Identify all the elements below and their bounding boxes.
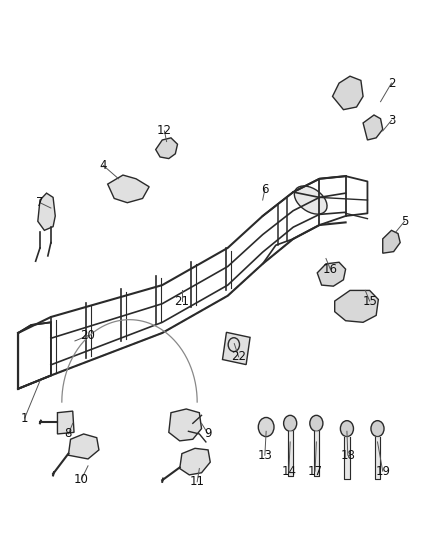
Polygon shape: [108, 175, 149, 203]
Text: 16: 16: [323, 263, 338, 276]
Text: 21: 21: [174, 295, 189, 308]
Text: 12: 12: [157, 124, 172, 138]
Text: 13: 13: [258, 449, 272, 462]
Circle shape: [284, 415, 297, 431]
Polygon shape: [180, 448, 210, 475]
Polygon shape: [363, 115, 383, 140]
Text: 19: 19: [375, 465, 390, 478]
Polygon shape: [169, 409, 201, 441]
Text: 22: 22: [231, 350, 246, 364]
Polygon shape: [383, 230, 400, 253]
Circle shape: [310, 415, 323, 431]
Circle shape: [340, 421, 353, 437]
Text: 10: 10: [74, 473, 89, 486]
Text: 2: 2: [388, 77, 395, 90]
Text: 6: 6: [261, 183, 268, 196]
Text: 8: 8: [65, 427, 72, 440]
Text: 14: 14: [281, 465, 297, 478]
Text: 15: 15: [362, 295, 377, 308]
Text: 17: 17: [307, 465, 322, 478]
Text: 1: 1: [21, 411, 28, 424]
Polygon shape: [68, 434, 99, 459]
Text: 4: 4: [99, 159, 107, 172]
Text: 20: 20: [81, 329, 95, 342]
Text: 11: 11: [190, 475, 205, 488]
Text: 5: 5: [401, 215, 408, 228]
Circle shape: [371, 421, 384, 437]
Polygon shape: [57, 411, 74, 434]
Text: 3: 3: [388, 114, 395, 127]
Polygon shape: [38, 193, 55, 230]
Circle shape: [258, 417, 274, 437]
Text: 7: 7: [36, 196, 44, 209]
Polygon shape: [155, 138, 177, 159]
Text: 18: 18: [340, 449, 355, 462]
Polygon shape: [317, 262, 346, 286]
Ellipse shape: [294, 186, 327, 214]
Text: 9: 9: [205, 427, 212, 440]
Polygon shape: [335, 290, 378, 322]
Bar: [223, 332, 250, 365]
Polygon shape: [332, 76, 363, 110]
